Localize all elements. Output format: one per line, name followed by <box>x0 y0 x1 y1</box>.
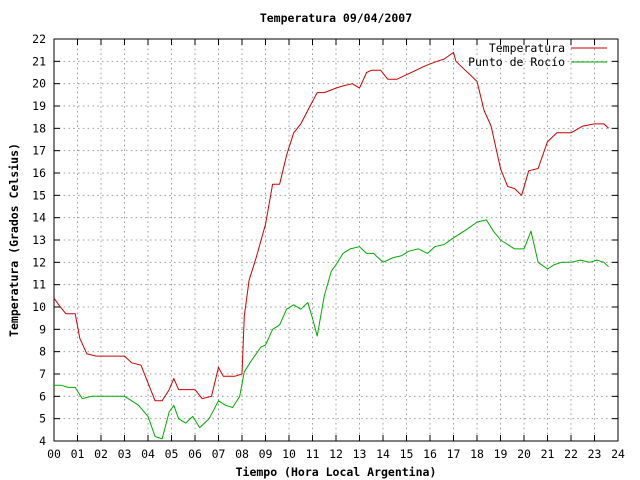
y-tick-label: 4 <box>39 434 46 448</box>
y-tick-label: 7 <box>39 367 46 381</box>
x-tick-label: 02 <box>94 447 108 461</box>
x-tick-label: 00 <box>47 447 61 461</box>
y-tick-label: 8 <box>39 345 46 359</box>
y-tick-label: 10 <box>32 300 46 314</box>
series-line-temperatura <box>53 51 609 402</box>
y-tick-labels: 4 5 6 7 8 9 10 11 12 13 14 15 16 17 18 19 20 21 22 <box>32 32 46 448</box>
x-tick-label: 21 <box>541 447 555 461</box>
x-tick-label: 06 <box>188 447 202 461</box>
y-tick-label: 18 <box>32 121 46 135</box>
x-tick-label: 10 <box>282 447 296 461</box>
series-line-punto-de-rocio <box>54 219 609 440</box>
x-tick-label: 14 <box>376 447 390 461</box>
legend-label-temperatura: Temperatura <box>489 41 565 55</box>
x-tick-label: 09 <box>259 447 273 461</box>
x-tick-label: 11 <box>306 447 320 461</box>
y-tick-label: 22 <box>32 32 46 46</box>
x-tick-label: 15 <box>400 447 414 461</box>
x-tick-label: 04 <box>141 447 155 461</box>
y-tick-label: 13 <box>32 233 46 247</box>
x-tick-label: 19 <box>494 447 508 461</box>
x-tick-label: 03 <box>118 447 132 461</box>
y-tick-label: 16 <box>32 166 46 180</box>
legend: Temperatura Punto de Rocío <box>468 41 607 69</box>
y-tick-label: 21 <box>32 54 46 68</box>
y-tick-label: 15 <box>32 188 46 202</box>
x-tick-label: 12 <box>329 447 343 461</box>
chart-title: Temperatura 09/04/2007 <box>260 11 412 25</box>
y-tick-label: 19 <box>32 99 46 113</box>
x-tick-label: 16 <box>423 447 437 461</box>
x-tick-label: 05 <box>165 447 179 461</box>
y-axis-label: Temperatura (Grados Celsius) <box>7 143 21 337</box>
y-tick-label: 5 <box>39 412 46 426</box>
x-tick-label: 08 <box>235 447 249 461</box>
series-lines <box>53 51 609 440</box>
x-axis-label: Tiempo (Hora Local Argentina) <box>236 465 437 479</box>
x-tick-label: 18 <box>470 447 484 461</box>
tick-marks <box>53 38 619 442</box>
y-tick-label: 12 <box>32 255 46 269</box>
x-tick-label: 23 <box>588 447 602 461</box>
x-tick-labels: 00 01 02 03 04 05 06 07 08 09 10 11 12 13 14 15 16 17 18 19… <box>47 447 625 461</box>
x-tick-label: 13 <box>353 447 367 461</box>
x-tick-label: 20 <box>517 447 531 461</box>
x-tick-label: 22 <box>564 447 578 461</box>
y-tick-label: 6 <box>39 389 46 403</box>
y-tick-label: 14 <box>32 211 46 225</box>
y-tick-label: 9 <box>39 322 46 336</box>
legend-label-punto-de-rocio: Punto de Rocío <box>468 55 565 69</box>
y-tick-label: 20 <box>32 77 46 91</box>
x-tick-label: 24 <box>611 447 625 461</box>
x-tick-label: 07 <box>212 447 226 461</box>
x-tick-label: 17 <box>447 447 461 461</box>
y-tick-label: 11 <box>32 278 46 292</box>
x-tick-label: 01 <box>71 447 85 461</box>
y-tick-label: 17 <box>32 144 46 158</box>
